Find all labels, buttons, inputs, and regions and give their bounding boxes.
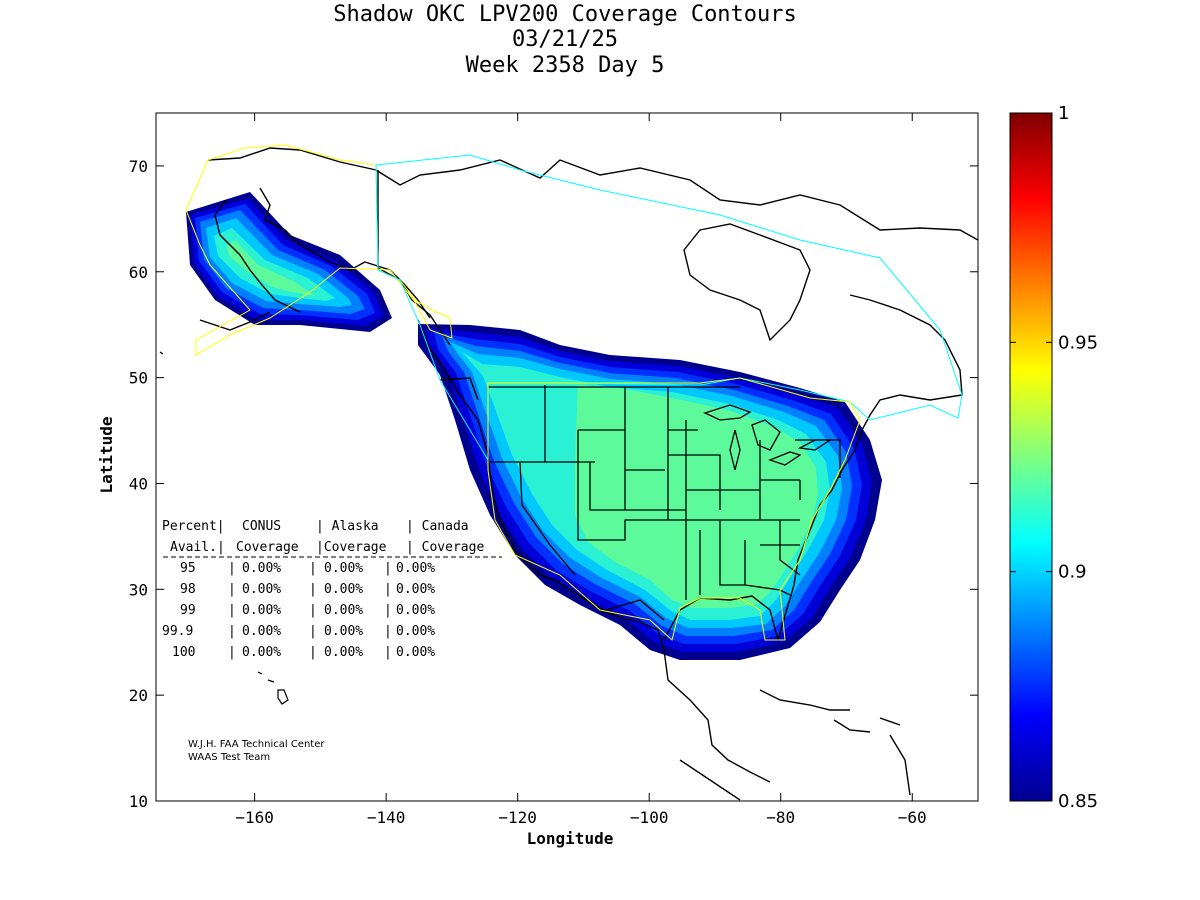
credit-line-2: WAAS Test Team <box>188 752 270 763</box>
table-separator: | <box>228 561 236 576</box>
y-axis-label: Latitude <box>97 416 116 493</box>
y-tick-label: 20 <box>129 686 148 705</box>
table-cell-percent: 95 <box>180 561 196 576</box>
table-header-conus: CONUS <box>242 519 281 534</box>
conus-coverage <box>418 324 882 660</box>
x-tick-label: −140 <box>367 808 406 827</box>
y-axis-ticks: 10 20 30 40 50 60 70 <box>129 157 978 811</box>
chart-week-day: Week 2358 Day 5 <box>466 53 665 78</box>
table-cell-canada: 0.00% <box>396 561 435 576</box>
chart-date: 03/21/25 <box>512 27 618 52</box>
table-cell-percent: 98 <box>180 582 196 597</box>
chart-title: Shadow OKC LPV200 Coverage Contours <box>333 2 797 27</box>
alaska-coverage <box>186 192 392 332</box>
y-tick-label: 10 <box>129 792 148 811</box>
table-separator: | <box>309 624 317 639</box>
colorbar <box>1009 112 1053 802</box>
table-subheader-conus: Coverage <box>236 540 299 555</box>
y-tick-label: 40 <box>129 474 148 493</box>
table-header-percent: Percent| <box>162 519 225 534</box>
table-cell-alaska: 0.00% <box>324 624 363 639</box>
x-tick-label: −120 <box>498 808 537 827</box>
y-tick-label: 60 <box>129 263 148 282</box>
x-axis-ticks: −160 −140 −120 −100 −80 −60 <box>235 113 927 827</box>
table-cell-canada: 0.00% <box>396 603 435 618</box>
table-separator: | <box>384 624 392 639</box>
table-cell-alaska: 0.00% <box>324 561 363 576</box>
table-cell-canada: 0.00% <box>396 645 435 660</box>
table-separator: | <box>309 582 317 597</box>
table-subheader-canada: | Coverage <box>406 540 484 555</box>
table-cell-canada: 0.00% <box>396 582 435 597</box>
y-tick-label: 50 <box>129 369 148 388</box>
colorbar-tick-label: 0.85 <box>1058 791 1098 812</box>
table-subheader-avail: Avail.| <box>170 540 225 555</box>
table-separator: | <box>384 603 392 618</box>
table-cell-alaska: 0.00% <box>324 603 363 618</box>
table-rows: 95 | 0.00% | 0.00% | 0.00% 98 | 0.00% | 0.00% | 0.00%… <box>162 561 435 660</box>
y-tick-label: 70 <box>129 157 148 176</box>
table-cell-alaska: 0.00% <box>324 645 363 660</box>
coverage-table: Percent| CONUS | Alaska | Canada Avail.|… <box>162 519 502 660</box>
table-cell-alaska: 0.00% <box>324 582 363 597</box>
x-tick-label: −160 <box>235 808 274 827</box>
table-cell-conus: 0.00% <box>242 561 281 576</box>
table-header-canada: | Canada <box>406 519 469 534</box>
table-separator: | <box>228 603 236 618</box>
colorbar-tick-label: 0.9 <box>1058 562 1087 583</box>
table-cell-conus: 0.00% <box>242 645 281 660</box>
state-boundaries <box>488 385 841 621</box>
colorbar-ticks: 0.85 0.9 0.95 1 <box>1010 103 1098 812</box>
table-cell-conus: 0.00% <box>242 603 281 618</box>
table-separator: | <box>309 561 317 576</box>
table-separator: | <box>384 645 392 660</box>
table-separator: | <box>309 603 317 618</box>
table-separator: | <box>228 582 236 597</box>
table-cell-percent: 99 <box>180 603 196 618</box>
plot-frame <box>155 112 979 802</box>
table-cell-conus: 0.00% <box>242 582 281 597</box>
service-volumes <box>185 144 963 641</box>
x-tick-label: −60 <box>898 808 927 827</box>
table-cell-percent: 100 <box>172 645 195 660</box>
table-subheader-alaska: |Coverage <box>316 540 387 555</box>
colorbar-tick-label: 1 <box>1058 103 1069 124</box>
colorbar-tick-label: 0.95 <box>1058 332 1098 353</box>
y-tick-label: 30 <box>129 580 148 599</box>
table-separator: | <box>228 624 236 639</box>
table-separator: | <box>384 582 392 597</box>
table-cell-percent: 99.9 <box>162 624 193 639</box>
table-separator: | <box>309 645 317 660</box>
table-cell-conus: 0.00% <box>242 624 281 639</box>
x-axis-label: Longitude <box>527 829 614 848</box>
x-tick-label: −80 <box>766 808 795 827</box>
table-cell-canada: 0.00% <box>396 624 435 639</box>
credit-line-1: W.J.H. FAA Technical Center <box>188 739 325 750</box>
x-tick-label: −100 <box>630 808 669 827</box>
table-separator: | <box>384 561 392 576</box>
table-header-alaska: | Alaska <box>316 519 379 534</box>
table-separator: | <box>228 645 236 660</box>
hawaii-islands <box>159 351 289 705</box>
